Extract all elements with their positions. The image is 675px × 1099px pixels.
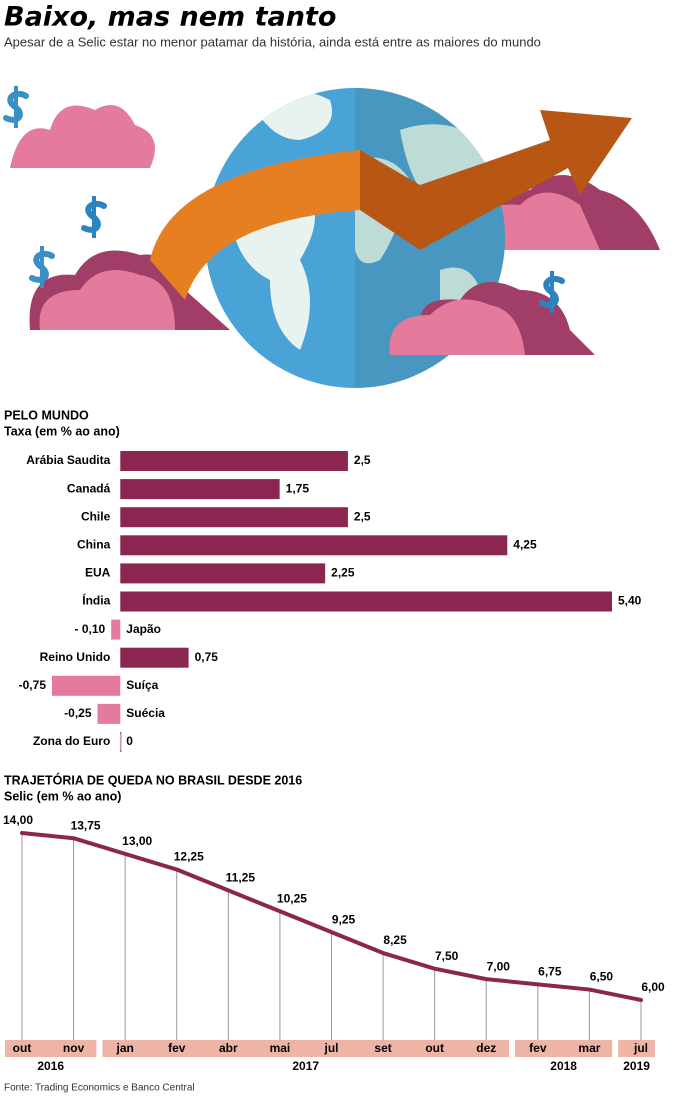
axis-band bbox=[102, 1040, 510, 1057]
category-label: Canadá bbox=[67, 481, 111, 495]
value-label: 8,25 bbox=[383, 933, 407, 947]
x-tick-label: nov bbox=[63, 1041, 85, 1055]
value-label: -0,25 bbox=[64, 706, 92, 720]
value-label: 9,25 bbox=[332, 912, 356, 926]
x-tick-label: fev bbox=[529, 1041, 547, 1055]
value-label: 13,00 bbox=[122, 834, 152, 848]
category-label: EUA bbox=[85, 566, 111, 580]
bar bbox=[120, 479, 280, 500]
axis-band bbox=[515, 1040, 613, 1057]
value-label: 6,00 bbox=[641, 980, 665, 994]
title: Baixo, mas nem tanto bbox=[4, 2, 336, 33]
category-label: Arábia Saudita bbox=[26, 453, 110, 467]
value-label: 7,50 bbox=[435, 949, 459, 963]
value-label: 7,00 bbox=[487, 959, 511, 973]
x-tick-label: out bbox=[425, 1041, 444, 1055]
value-label: 13,75 bbox=[71, 818, 101, 832]
x-tick-label: fev bbox=[168, 1041, 186, 1055]
value-label: 2,25 bbox=[331, 566, 355, 580]
year-label: 2016 bbox=[37, 1059, 64, 1073]
x-tick-label: jul bbox=[633, 1041, 648, 1055]
value-label: 2,5 bbox=[354, 453, 371, 467]
subtitle: Apesar de a Selic estar no menor patamar… bbox=[4, 34, 541, 49]
category-label: Índia bbox=[82, 593, 110, 608]
source: Fonte: Trading Economics e Banco Central bbox=[4, 1083, 195, 1094]
value-label: 6,75 bbox=[538, 965, 562, 979]
selic-line bbox=[20, 831, 643, 1002]
value-label: 10,25 bbox=[277, 891, 307, 905]
bar bbox=[111, 619, 121, 640]
bar-title: PELO MUNDO bbox=[4, 408, 89, 422]
value-label: 2,5 bbox=[354, 509, 371, 523]
category-label: China bbox=[77, 537, 111, 551]
line-subtitle: Selic (em % ao ano) bbox=[4, 789, 121, 803]
category-label: Zona do Euro bbox=[33, 734, 110, 748]
year-label: 2019 bbox=[623, 1059, 650, 1073]
axis-band bbox=[618, 1040, 655, 1057]
value-label: 5,40 bbox=[618, 594, 642, 608]
value-label: 4,25 bbox=[513, 537, 537, 551]
axis-band bbox=[5, 1040, 97, 1057]
value-label: -0,75 bbox=[19, 678, 47, 692]
x-tick-label: set bbox=[374, 1041, 391, 1055]
value-label: - 0,10 bbox=[74, 622, 105, 636]
value-label: 6,50 bbox=[590, 970, 614, 984]
year-label: 2017 bbox=[292, 1059, 319, 1073]
category-label: Chile bbox=[81, 509, 111, 523]
bar bbox=[120, 451, 348, 471]
line-title: TRAJETÓRIA DE QUEDA NO BRASIL DESDE 2016 bbox=[4, 772, 302, 787]
bar bbox=[120, 507, 348, 528]
bar bbox=[120, 591, 612, 612]
year-label: 2018 bbox=[550, 1059, 577, 1073]
x-tick-label: jan bbox=[115, 1041, 133, 1055]
value-label: 14,00 bbox=[3, 813, 33, 827]
value-label: 12,25 bbox=[174, 850, 204, 864]
bar bbox=[97, 703, 121, 724]
bar bbox=[120, 535, 508, 556]
bar-subtitle: Taxa (em % ao ano) bbox=[4, 424, 120, 438]
value-label: 0,75 bbox=[195, 650, 219, 664]
value-label: 11,25 bbox=[226, 871, 256, 885]
bar bbox=[120, 563, 326, 584]
x-tick-label: abr bbox=[219, 1041, 238, 1055]
x-tick-label: mar bbox=[578, 1041, 600, 1055]
category-label: Suécia bbox=[126, 706, 165, 720]
category-label: Japão bbox=[126, 622, 161, 636]
value-label: 0 bbox=[126, 734, 133, 748]
x-tick-label: out bbox=[13, 1041, 32, 1055]
value-label: 1,75 bbox=[286, 481, 310, 495]
category-label: Reino Unido bbox=[40, 650, 111, 664]
bar bbox=[120, 647, 189, 668]
bar bbox=[52, 675, 121, 696]
category-label: Suíça bbox=[126, 678, 158, 692]
x-tick-label: mai bbox=[270, 1041, 291, 1055]
x-tick-label: jul bbox=[324, 1041, 339, 1055]
x-tick-label: dez bbox=[476, 1041, 496, 1055]
